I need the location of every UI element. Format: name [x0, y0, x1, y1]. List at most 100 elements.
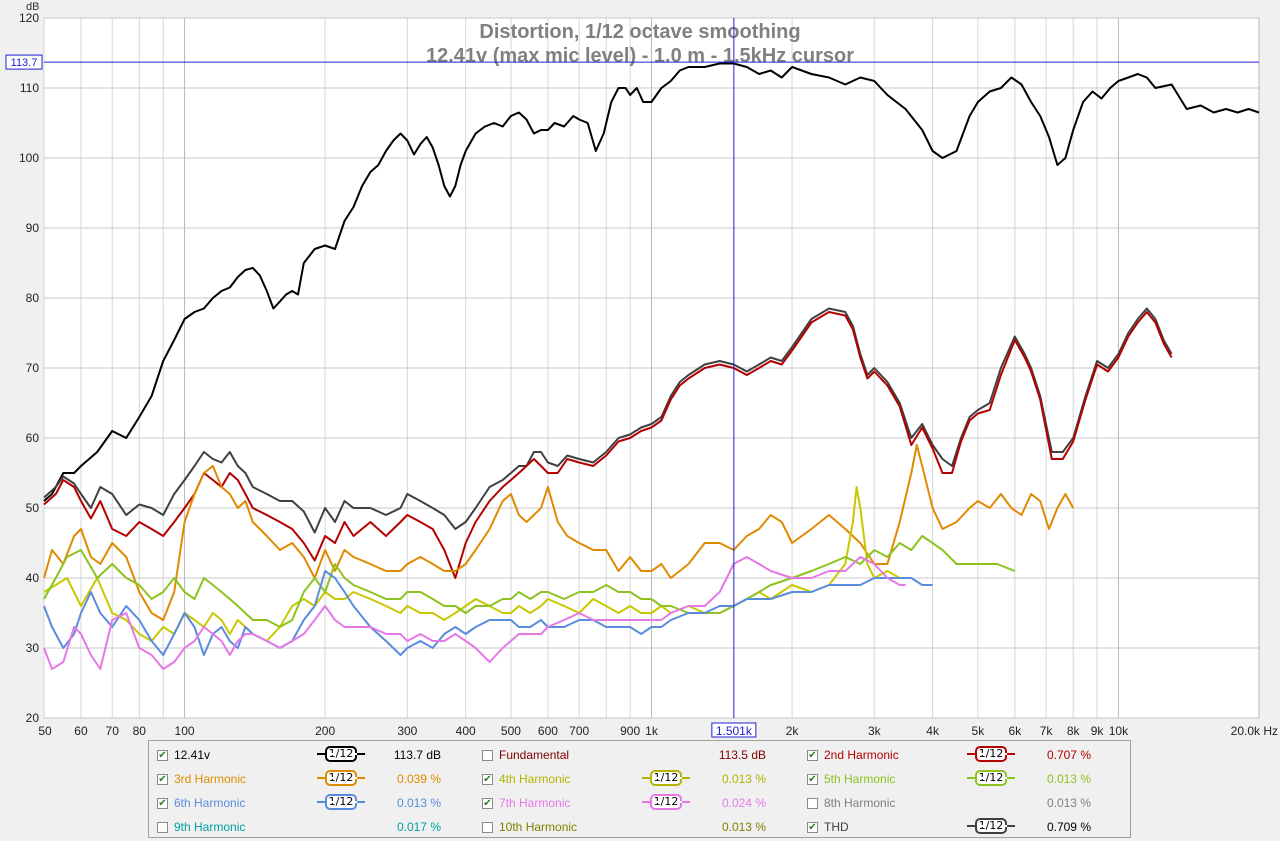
legend-label: 9th Harmonic	[174, 820, 246, 834]
legend-item: ✔ 7th Harmonic 1/12 0.024 %	[474, 791, 799, 815]
legend-label: 10th Harmonic	[499, 820, 578, 834]
legend-label: Fundamental	[499, 748, 570, 762]
chart-area[interactable]: 20 30 40 50 60 70 80 90 100 110 120 50 60 70 80 100 200…	[0, 0, 1280, 740]
legend-checkbox[interactable]: ✔	[807, 774, 818, 785]
series-line	[43, 62, 1260, 502]
legend-smoothing-button[interactable]: 1/12	[650, 770, 686, 786]
legend-checkbox[interactable]	[482, 822, 493, 833]
legend-smoothing-button[interactable]: 1/12	[650, 794, 686, 810]
legend-smoothing-button[interactable]: 1/12	[325, 794, 361, 810]
cursor-y-readout-box	[5, 54, 43, 70]
x-tick-label: 100	[175, 724, 195, 738]
legend-value: 0.013 %	[1046, 796, 1091, 810]
series-line	[43, 570, 933, 656]
x-tick-label: 900	[620, 724, 640, 738]
cursor-y-readout: 113.7	[11, 57, 38, 69]
legend-line-swatch	[317, 801, 325, 803]
grid	[43, 17, 1260, 719]
legend-checkbox[interactable]: ✔	[807, 750, 818, 761]
y-tick-label: 40	[26, 571, 40, 585]
legend-checkbox[interactable]: ✔	[807, 822, 818, 833]
x-tick-label: 500	[501, 724, 521, 738]
y-tick-label: 30	[26, 641, 40, 655]
legend-item: ✔ 3rd Harmonic 1/12 0.039 %	[149, 767, 474, 791]
legend-label: 12.41v	[174, 748, 211, 762]
legend-checkbox[interactable]: ✔	[157, 750, 168, 761]
x-tick-label: 3k	[868, 724, 882, 738]
legend-value: 113.5 dB	[718, 748, 766, 762]
legend-line-swatch	[682, 801, 690, 803]
legend-checkbox[interactable]: ✔	[157, 798, 168, 809]
x-tick-label: 10k	[1109, 724, 1129, 738]
legend-value: 0.013 %	[721, 772, 766, 786]
y-tick-label: 70	[26, 361, 40, 375]
legend-item: ✔ 6th Harmonic 1/12 0.013 %	[149, 791, 474, 815]
legend-checkbox[interactable]: ✔	[157, 774, 168, 785]
legend-line-swatch	[317, 777, 325, 779]
legend-item: 9th Harmonic 0.017 %	[149, 815, 474, 839]
legend-value: 113.7 dB	[393, 748, 441, 762]
legend-line-swatch	[1007, 825, 1015, 827]
legend-row: ✔ 12.41v 1/12 113.7 dB Fundamental 113.5 dB ✔ 2…	[149, 743, 1130, 767]
x-axis: 50 60 70 80 100 200 300 400 500 600 700 900 1k 2k 3k 4k…	[38, 724, 1278, 738]
legend-value: 0.013 %	[1046, 772, 1091, 786]
series-layer	[43, 62, 1260, 670]
legend-item: Fundamental 113.5 dB	[474, 743, 799, 767]
y-tick-label: 110	[20, 81, 39, 95]
x-tick-label: 1k	[645, 724, 659, 738]
series-line	[43, 556, 906, 670]
cursor[interactable]: 113.7 1.501k	[5, 18, 1259, 738]
legend-smoothing-button[interactable]: 1/12	[975, 818, 1011, 834]
legend-smoothing-button[interactable]: 1/12	[975, 746, 1011, 762]
legend-item: 8th Harmonic 0.013 %	[799, 791, 1124, 815]
legend-label: 8th Harmonic	[824, 796, 896, 810]
legend-item: ✔ 4th Harmonic 1/12 0.013 %	[474, 767, 799, 791]
legend-value: 0.017 %	[396, 820, 441, 834]
legend-line-swatch	[317, 753, 325, 755]
series-line	[43, 311, 1173, 579]
legend-checkbox[interactable]: ✔	[482, 774, 493, 785]
legend-value: 0.013 %	[396, 796, 441, 810]
legend-line-swatch	[967, 753, 975, 755]
legend-smoothing-button[interactable]: 1/12	[325, 746, 361, 762]
legend-checkbox[interactable]	[157, 822, 168, 833]
y-tick-label: 120	[19, 11, 39, 25]
x-tick-label: 300	[397, 724, 417, 738]
legend-value: 0.707 %	[1046, 748, 1091, 762]
x-tick-label: 2k	[786, 724, 800, 738]
legend-value: 0.024 %	[721, 796, 766, 810]
legend-smoothing-button[interactable]: 1/12	[975, 770, 1011, 786]
legend-item: 10th Harmonic 0.013 %	[474, 815, 799, 839]
cursor-x-readout-box	[711, 722, 757, 738]
y-tick-label: 50	[26, 501, 40, 515]
legend-item: ✔ 12.41v 1/12 113.7 dB	[149, 743, 474, 767]
legend-line-swatch	[682, 777, 690, 779]
x-tick-label: 50	[38, 724, 52, 738]
legend-smoothing-button[interactable]: 1/12	[325, 770, 361, 786]
legend-label: THD	[824, 820, 849, 834]
y-tick-label: 100	[19, 151, 39, 165]
legend-checkbox[interactable]	[482, 750, 493, 761]
y-tick-label: 60	[26, 431, 40, 445]
legend-label: 4th Harmonic	[499, 772, 571, 786]
x-tick-label: 4k	[926, 724, 940, 738]
legend-checkbox[interactable]: ✔	[482, 798, 493, 809]
x-tick-label: 9k	[1091, 724, 1105, 738]
legend-label: 5th Harmonic	[824, 772, 896, 786]
x-tick-label: 70	[106, 724, 120, 738]
legend-value: 0.039 %	[396, 772, 441, 786]
y-tick-label: 80	[26, 291, 40, 305]
x-tick-label: 20.0k Hz	[1231, 724, 1278, 738]
legend-row: ✔ 6th Harmonic 1/12 0.013 % ✔ 7th Harmonic 1/1…	[149, 791, 1130, 815]
x-tick-label: 700	[569, 724, 589, 738]
series-line	[43, 444, 1075, 621]
x-tick-label: 400	[456, 724, 476, 738]
legend-row: ✔ 3rd Harmonic 1/12 0.039 % ✔ 4th Harmonic 1/1…	[149, 767, 1130, 791]
legend-checkbox[interactable]	[807, 798, 818, 809]
legend-line-swatch	[642, 801, 650, 803]
legend-line-swatch	[642, 777, 650, 779]
legend-line-swatch	[967, 825, 975, 827]
legend-row: 9th Harmonic 0.017 % 10th Harmonic 0.013 % ✔…	[149, 815, 1130, 839]
y-tick-label: 90	[26, 221, 40, 235]
x-tick-label: 8k	[1067, 724, 1081, 738]
